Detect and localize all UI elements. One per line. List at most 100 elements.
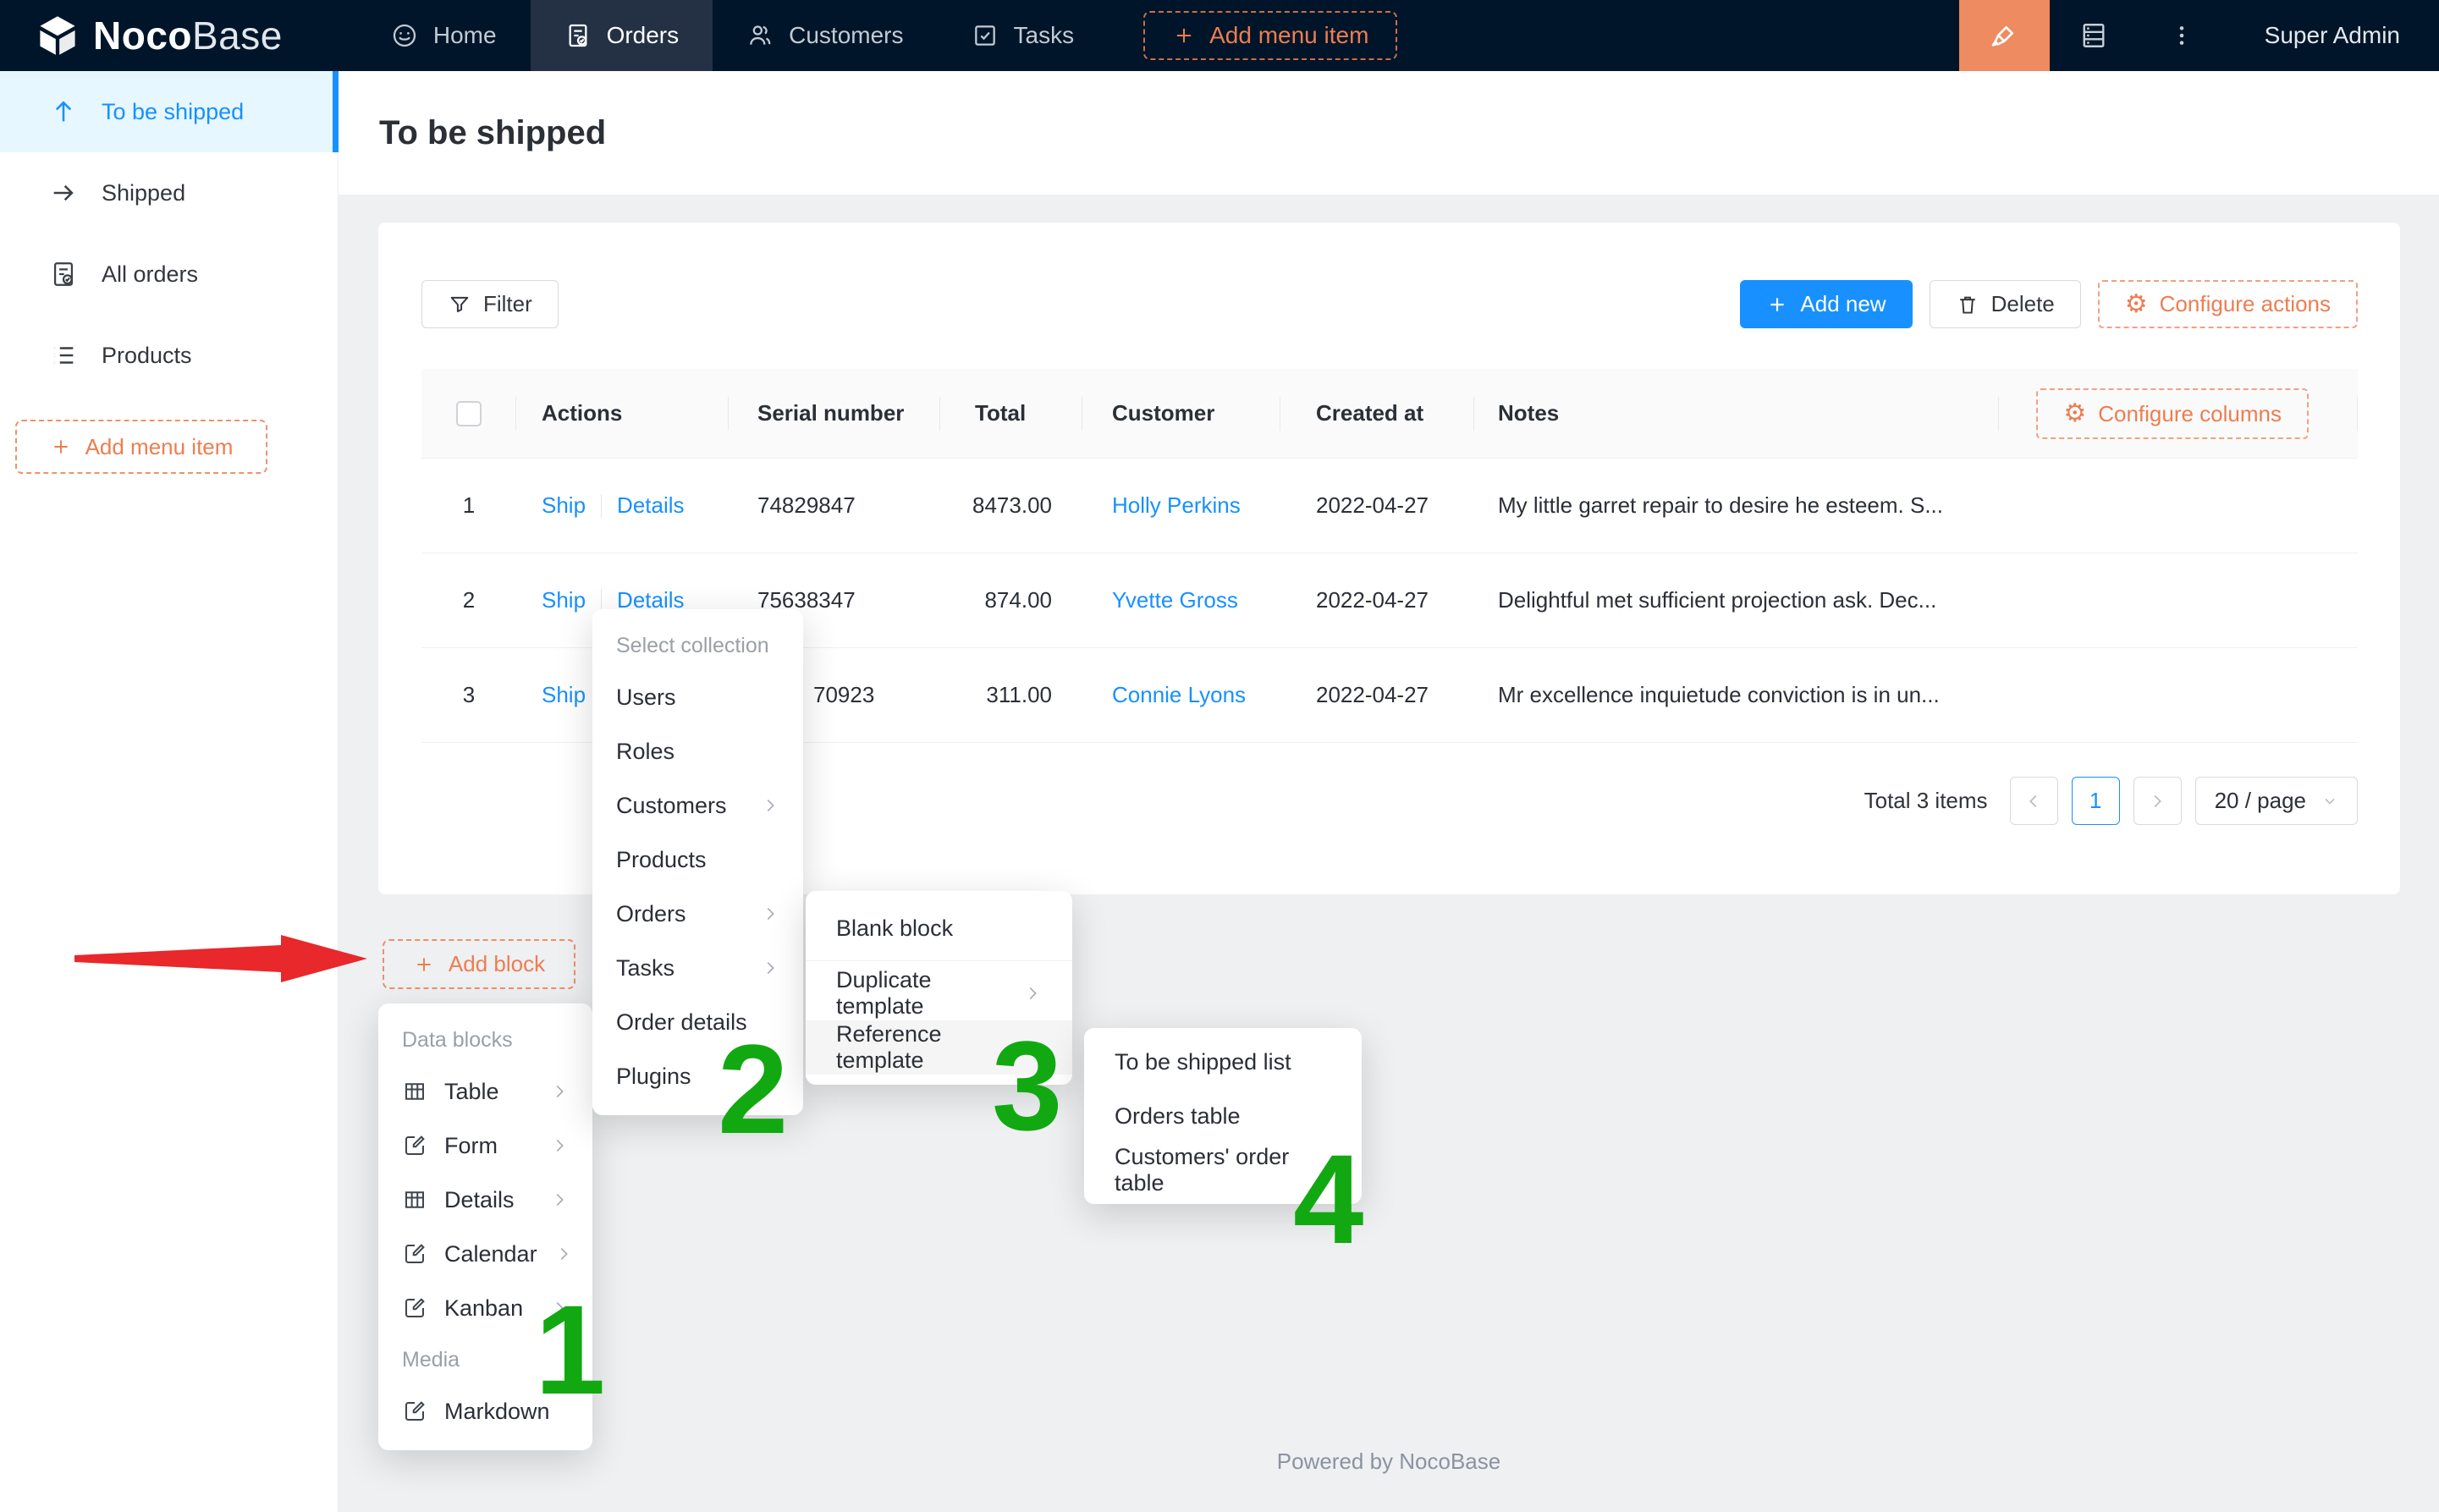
menu-item-label: Customers	[616, 792, 727, 818]
menu-item-reference-template[interactable]: Reference template	[806, 1020, 1072, 1075]
menu-item-label: Orders	[616, 900, 686, 926]
menu-item-kanban[interactable]: Kanban	[378, 1281, 592, 1335]
orders-table: Actions Serial number Total Customer Cre…	[421, 369, 2358, 743]
menu-item-plugins[interactable]: Plugins	[592, 1049, 803, 1103]
customer-link[interactable]: Connie Lyons	[1112, 682, 1247, 707]
header-actions: Actions	[516, 369, 729, 458]
check-square-icon	[972, 22, 999, 49]
table-icon	[402, 1187, 427, 1212]
menu-item-label: Customers' order table	[1115, 1144, 1290, 1196]
table-row: 1 Ship Details 74829847 8473.00 Holly Pe…	[421, 459, 2358, 553]
menu-item-label: Order details	[616, 1009, 747, 1035]
nocobase-logo[interactable]: NocoBase	[0, 13, 318, 58]
page-number-button[interactable]: 1	[2071, 777, 2120, 825]
menu-item-table[interactable]: Table	[378, 1064, 592, 1119]
nav-item-tasks[interactable]: Tasks	[938, 0, 1109, 71]
menu-item-details[interactable]: Details	[378, 1173, 592, 1227]
previous-page-button[interactable]	[2009, 777, 2058, 825]
sidebar-add-menu-item-button[interactable]: Add menu item	[15, 420, 267, 474]
next-page-button[interactable]	[2133, 777, 2182, 825]
notes-cell: Delightful met sufficient projection ask…	[1498, 587, 1937, 613]
sidebar-item-products[interactable]: Products	[0, 315, 338, 396]
menu-item-label: Calendar	[444, 1240, 537, 1267]
menu-item-orders-table[interactable]: Orders table	[1084, 1089, 1362, 1143]
nav-item-label: Orders	[606, 22, 680, 48]
user-menu[interactable]: Super Admin	[2264, 22, 2400, 48]
sidebar-item-all-orders[interactable]: All orders	[0, 234, 338, 315]
page-header: To be shipped	[339, 71, 2439, 195]
menu-item-label: Roles	[616, 738, 675, 764]
menu-item-orders[interactable]: Orders	[592, 887, 803, 941]
navbar-add-menu-item-label: Add menu item	[1209, 22, 1369, 48]
ship-link[interactable]: Ship	[542, 492, 586, 518]
menu-item-to-be-shipped-list[interactable]: To be shipped list	[1084, 1035, 1362, 1089]
ship-link[interactable]: Ship	[542, 587, 586, 613]
menu-item-order-details[interactable]: Order details	[592, 995, 803, 1049]
page-size-select[interactable]: 20 / page	[2194, 777, 2358, 825]
toolbar-actions: Add new Delete ⚙ Configure actions	[1740, 280, 2358, 328]
customer-cell: Connie Lyons	[1082, 682, 1280, 708]
menu-item-blank-block[interactable]: Blank block	[806, 901, 1072, 955]
menu-item-calendar[interactable]: Calendar	[378, 1227, 592, 1281]
reference-template-menu: To be shipped list Orders table Customer…	[1084, 1028, 1362, 1204]
customer-link[interactable]: Yvette Gross	[1112, 587, 1238, 613]
gear-icon: ⚙	[2124, 289, 2148, 318]
chevron-right-icon	[550, 1136, 569, 1155]
configure-columns-button[interactable]: ⚙ Configure columns	[2036, 388, 2309, 439]
menu-item-customers[interactable]: Customers	[592, 778, 803, 833]
team-icon	[746, 22, 774, 49]
database-icon	[2078, 20, 2109, 51]
add-new-button[interactable]: Add new	[1740, 280, 1913, 328]
details-link[interactable]: Details	[617, 587, 685, 613]
table-toolbar: Filter Add new	[421, 280, 2358, 328]
menu-item-form[interactable]: Form	[378, 1119, 592, 1173]
customer-link[interactable]: Holly Perkins	[1112, 492, 1241, 518]
plus-icon	[1766, 294, 1788, 316]
nav-item-label: Tasks	[1013, 22, 1075, 48]
sidebar-item-shipped[interactable]: Shipped	[0, 152, 338, 234]
table-row: 2 Ship Details 75638347 874.00 Yvette Gr…	[421, 553, 2358, 648]
nav-item-orders[interactable]: Orders	[530, 0, 713, 71]
menu-item-roles[interactable]: Roles	[592, 724, 803, 778]
menu-item-markdown[interactable]: Markdown	[378, 1384, 592, 1438]
more-menu-button[interactable]	[2138, 0, 2226, 71]
row-actions: Ship	[516, 682, 729, 708]
created-at-cell: 2022-04-27	[1316, 682, 1429, 707]
annotation-step-4: 4	[1293, 1128, 1364, 1270]
table-icon	[402, 1079, 427, 1104]
ui-editor-button[interactable]	[1958, 0, 2050, 71]
customer-cell: Holly Perkins	[1082, 492, 1280, 519]
delete-button[interactable]: Delete	[1929, 280, 2081, 328]
header-select-all	[421, 369, 516, 458]
menu-item-tasks[interactable]: Tasks	[592, 941, 803, 995]
menu-item-products[interactable]: Products	[592, 833, 803, 887]
database-icon-button[interactable]	[2050, 0, 2138, 71]
nav-item-customers[interactable]: Customers	[713, 0, 937, 71]
nav-item-home[interactable]: Home	[357, 0, 531, 71]
row-index: 3	[462, 682, 476, 707]
menu-item-label: Blank block	[836, 915, 954, 941]
sidebar: To be shipped Shipped All orders	[0, 71, 339, 1512]
ellipsis-vertical-icon	[2168, 22, 2195, 49]
powered-by-footer: Powered by NocoBase	[1276, 1449, 1501, 1474]
menu-item-customers-order-table[interactable]: Customers' order table	[1084, 1143, 1362, 1197]
navbar-add-menu-item-button[interactable]: Add menu item	[1143, 11, 1398, 60]
menu-item-duplicate-template[interactable]: Duplicate template	[806, 966, 1072, 1020]
configure-actions-button[interactable]: ⚙ Configure actions	[2097, 280, 2358, 328]
header-created-at: Created at	[1280, 369, 1474, 458]
select-all-checkbox[interactable]	[456, 400, 482, 426]
details-link[interactable]: Details	[617, 492, 685, 518]
configure-columns-label: Configure columns	[2098, 400, 2282, 426]
annotation-step-1: 1	[535, 1278, 606, 1421]
add-block-button[interactable]: Add block	[383, 939, 575, 989]
serial-number-cell: 70923	[813, 682, 875, 707]
menu-item-users[interactable]: Users	[592, 670, 803, 724]
filter-button[interactable]: Filter	[421, 280, 559, 328]
sidebar-item-to-be-shipped[interactable]: To be shipped	[0, 71, 339, 152]
pagination: Total 3 items 1 20 / page	[1864, 777, 2358, 825]
ship-link[interactable]: Ship	[542, 682, 586, 707]
menu-item-label: Reference template	[836, 1021, 942, 1073]
header-total: Total	[940, 369, 1082, 458]
table-row: 3 Ship 70923 311.00 Connie Lyons 2022-04…	[421, 648, 2358, 743]
